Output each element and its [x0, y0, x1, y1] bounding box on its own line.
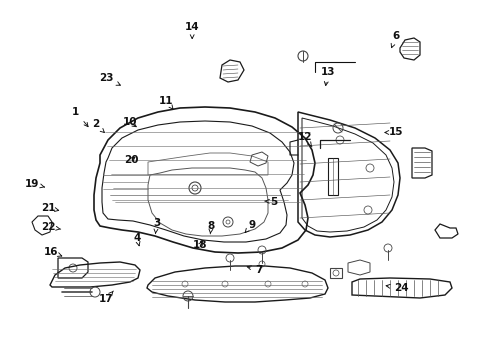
Text: 20: 20: [123, 155, 138, 165]
Text: 22: 22: [41, 222, 61, 232]
Text: 13: 13: [320, 67, 334, 86]
Text: 6: 6: [390, 31, 399, 48]
Text: 8: 8: [207, 221, 214, 234]
Text: 19: 19: [24, 179, 44, 189]
Text: 18: 18: [193, 240, 207, 250]
Text: 14: 14: [184, 22, 199, 39]
Text: 17: 17: [99, 291, 114, 304]
Text: 24: 24: [386, 283, 407, 293]
Text: 2: 2: [92, 119, 104, 132]
Text: 4: 4: [133, 233, 141, 246]
Text: 16: 16: [44, 247, 61, 257]
Text: 9: 9: [244, 220, 255, 233]
Text: 1: 1: [72, 107, 88, 127]
Text: 5: 5: [264, 197, 277, 207]
Text: 7: 7: [246, 265, 263, 275]
Text: 3: 3: [153, 218, 160, 234]
Text: 11: 11: [159, 96, 173, 109]
Text: 12: 12: [297, 132, 311, 147]
Text: 10: 10: [122, 117, 137, 127]
Text: 15: 15: [384, 127, 403, 138]
Text: 23: 23: [99, 73, 120, 85]
Text: 21: 21: [41, 203, 59, 213]
